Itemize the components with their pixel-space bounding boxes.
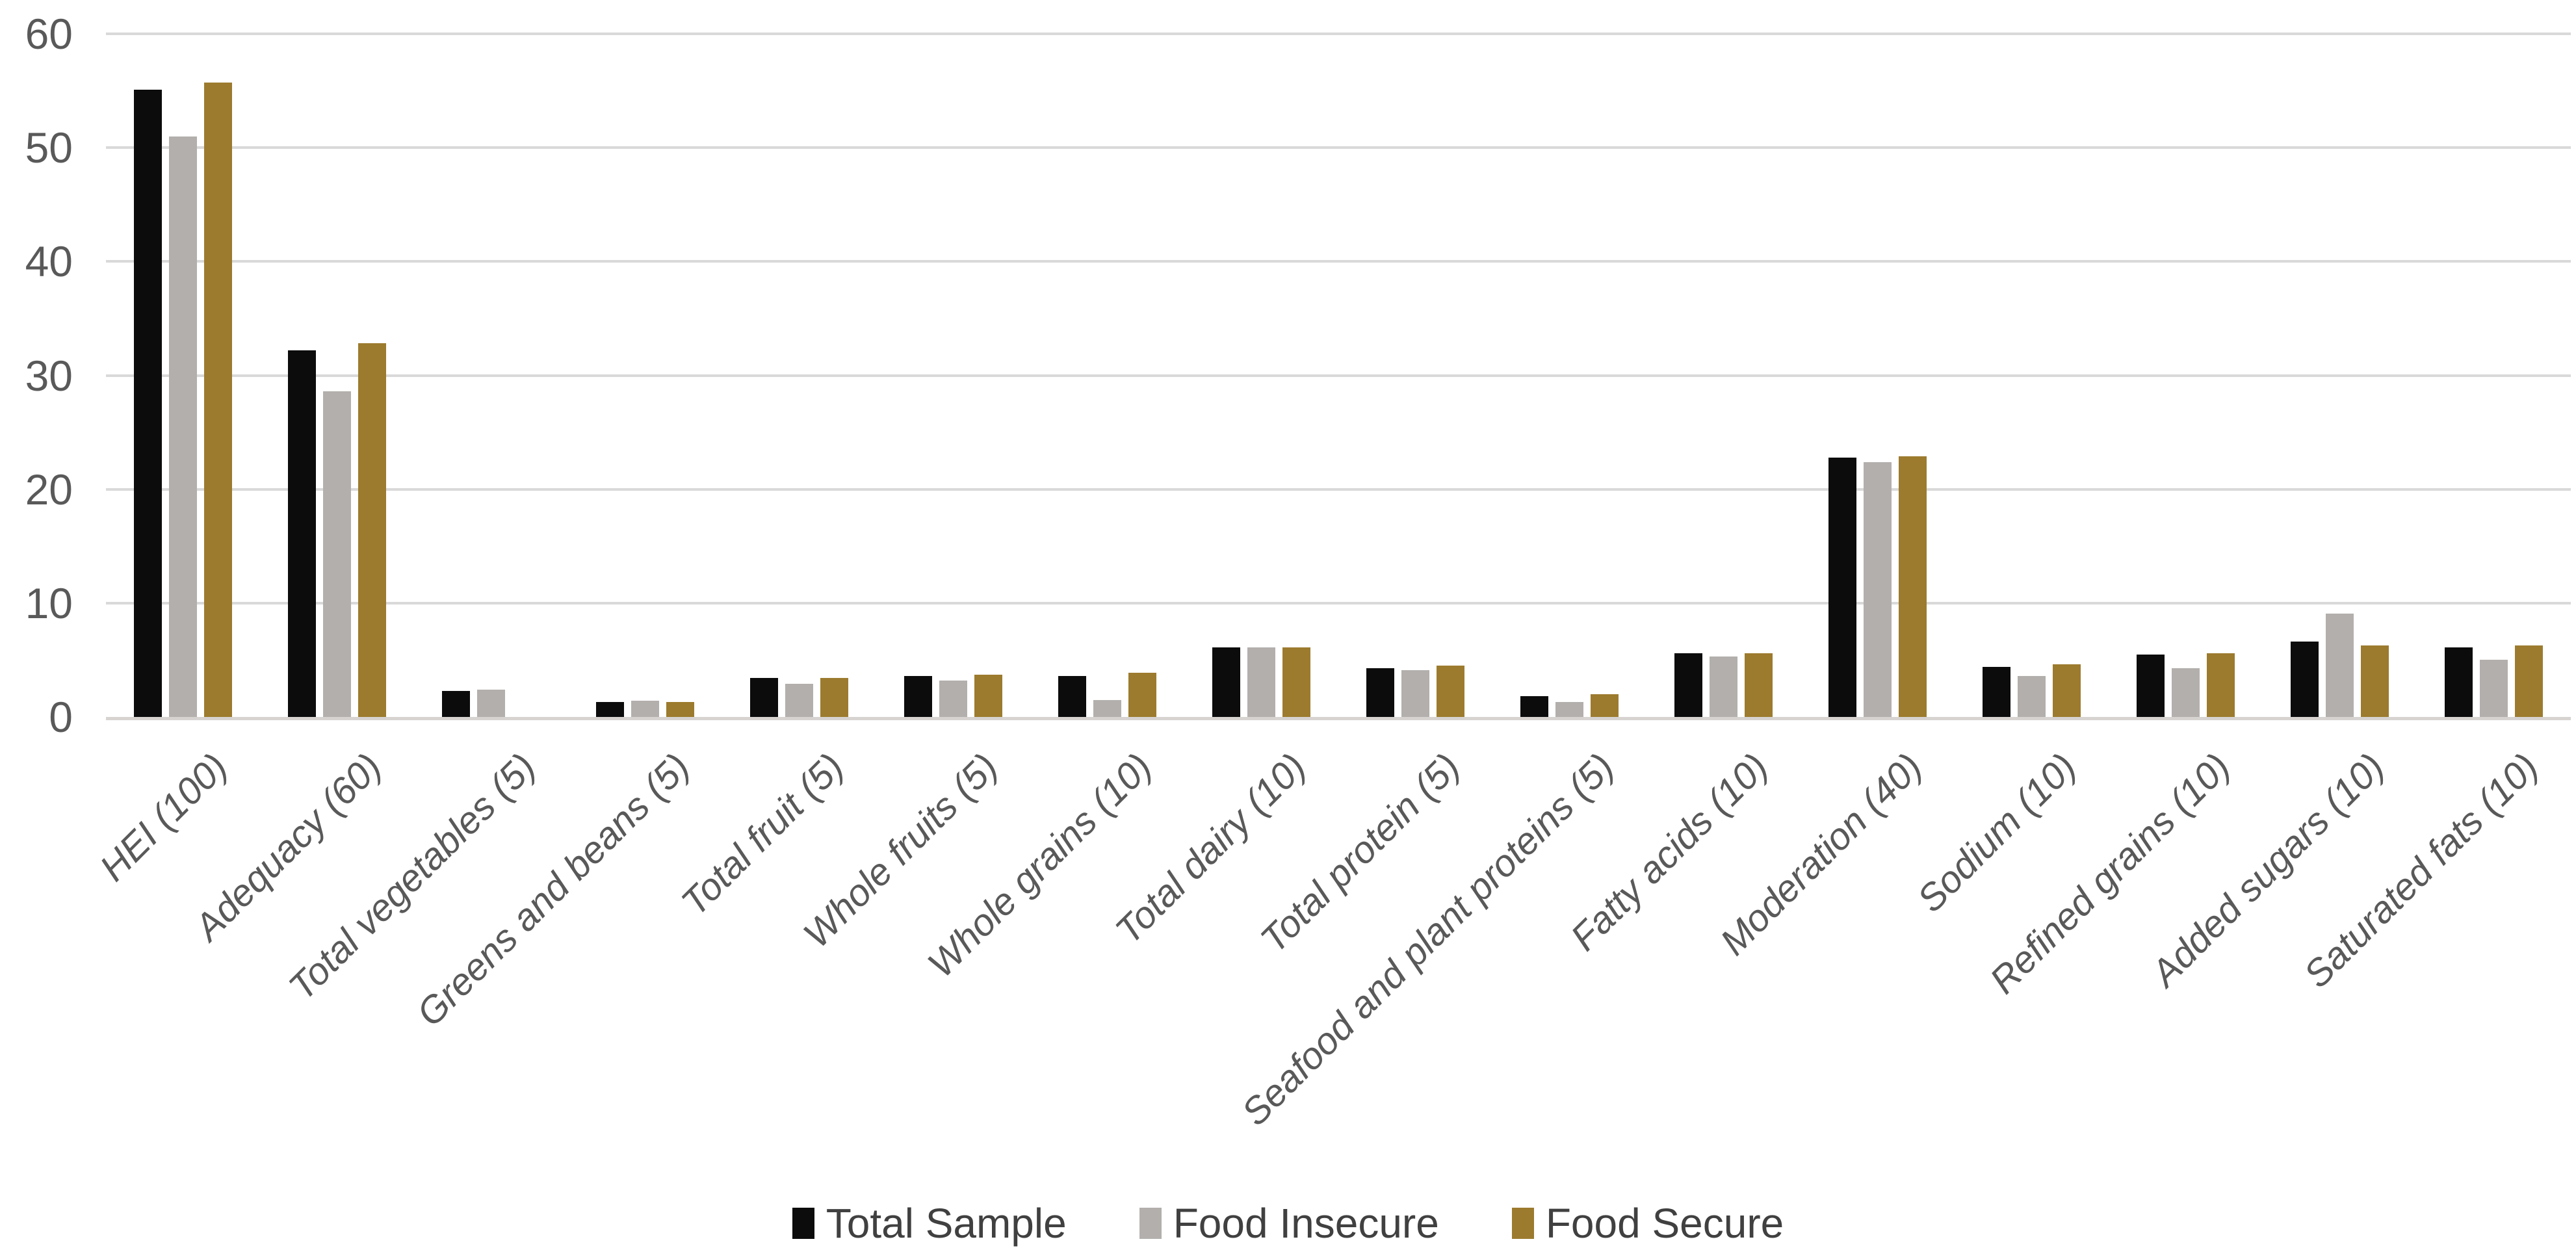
bar-total-sample-15 — [2291, 642, 2319, 717]
bar-food-secure-5 — [820, 678, 848, 717]
bar-total-sample-14 — [2137, 655, 2165, 717]
legend-swatch-icon — [792, 1208, 814, 1239]
bar-food-secure-4 — [666, 702, 694, 717]
bar-food-secure-7 — [1128, 673, 1156, 717]
bar-food-secure-6 — [974, 675, 1002, 717]
gridline-50 — [106, 146, 2571, 149]
y-tick-label-30: 30 — [25, 352, 73, 400]
bar-food-insecure-5 — [785, 684, 813, 717]
gridline-20 — [106, 488, 2571, 491]
bar-food-insecure-12 — [1864, 462, 1892, 717]
legend: Total Sample Food Insecure Food Secure — [0, 1199, 2576, 1248]
bar-food-insecure-8 — [1247, 647, 1275, 717]
bar-food-secure-1 — [204, 83, 232, 717]
bar-food-insecure-6 — [939, 681, 967, 717]
legend-label: Food Insecure — [1173, 1200, 1439, 1247]
bar-food-secure-16 — [2515, 645, 2543, 717]
bar-food-secure-13 — [2053, 664, 2081, 717]
legend-swatch-icon — [1511, 1208, 1534, 1239]
bar-food-secure-15 — [2361, 645, 2389, 717]
bar-food-insecure-14 — [2172, 668, 2200, 717]
bar-total-sample-9 — [1366, 668, 1394, 717]
bar-food-secure-2 — [358, 343, 386, 717]
bar-food-insecure-10 — [1555, 702, 1583, 717]
bar-total-sample-2 — [288, 350, 316, 717]
bar-food-insecure-2 — [323, 391, 351, 717]
bar-total-sample-3 — [442, 691, 470, 717]
bar-total-sample-10 — [1520, 696, 1548, 717]
bar-food-secure-9 — [1437, 666, 1464, 717]
bar-total-sample-12 — [1828, 458, 1856, 717]
y-tick-label-50: 50 — [25, 124, 73, 172]
bar-food-secure-10 — [1591, 694, 1619, 717]
bar-food-insecure-1 — [169, 136, 197, 717]
bar-food-secure-12 — [1899, 456, 1927, 717]
bar-total-sample-8 — [1212, 647, 1240, 717]
x-axis-line — [106, 717, 2571, 720]
gridline-10 — [106, 602, 2571, 604]
bar-food-secure-11 — [1745, 653, 1773, 717]
legend-item-food-insecure: Food Insecure — [1139, 1202, 1439, 1244]
bar-total-sample-11 — [1674, 653, 1702, 717]
y-tick-label-60: 60 — [25, 10, 73, 58]
legend-label: Total Sample — [826, 1200, 1067, 1247]
legend-swatch-icon — [1139, 1208, 1162, 1239]
bar-food-insecure-13 — [2018, 676, 2046, 717]
bar-total-sample-13 — [1983, 667, 2010, 717]
bar-total-sample-7 — [1058, 676, 1086, 717]
legend-item-total-sample: Total Sample — [792, 1202, 1067, 1244]
bar-food-insecure-15 — [2326, 614, 2354, 717]
bar-total-sample-4 — [596, 702, 624, 717]
bar-total-sample-16 — [2445, 647, 2473, 717]
bar-total-sample-5 — [750, 678, 778, 717]
y-tick-label-10: 10 — [25, 579, 73, 627]
gridline-60 — [106, 32, 2571, 35]
bar-total-sample-6 — [904, 676, 932, 717]
bar-food-insecure-7 — [1093, 700, 1121, 717]
gridline-40 — [106, 260, 2571, 263]
bar-food-insecure-4 — [631, 701, 659, 717]
gridline-30 — [106, 374, 2571, 377]
bar-food-insecure-16 — [2480, 660, 2508, 717]
bar-food-insecure-3 — [477, 690, 505, 717]
y-tick-label-40: 40 — [25, 237, 73, 285]
bar-food-insecure-9 — [1401, 670, 1429, 717]
legend-label: Food Secure — [1545, 1200, 1784, 1247]
bar-food-secure-14 — [2207, 653, 2235, 717]
legend-item-food-secure: Food Secure — [1511, 1200, 1784, 1247]
y-tick-label-20: 20 — [25, 465, 73, 514]
bar-food-insecure-11 — [1710, 656, 1737, 717]
bar-total-sample-1 — [134, 90, 162, 717]
y-tick-label-0: 0 — [49, 693, 73, 741]
bar-food-secure-8 — [1282, 647, 1310, 717]
